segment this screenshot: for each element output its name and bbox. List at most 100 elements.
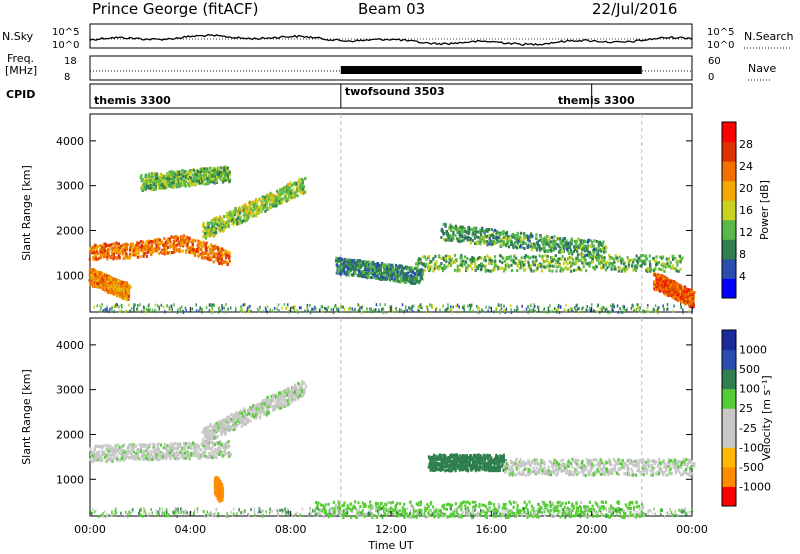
power-pixel bbox=[300, 177, 303, 181]
power-pixel bbox=[500, 243, 503, 247]
power-pixel bbox=[555, 269, 558, 273]
power-pixel bbox=[143, 247, 146, 251]
power-pixel bbox=[343, 272, 346, 276]
power-pixel bbox=[229, 306, 232, 310]
power-pixel bbox=[199, 175, 202, 178]
power-pixel bbox=[102, 278, 105, 282]
power-pixel bbox=[168, 251, 171, 255]
power-pixel bbox=[634, 269, 637, 272]
power-pixel bbox=[167, 179, 170, 183]
power-pixel bbox=[210, 256, 213, 259]
power-pixel bbox=[215, 218, 218, 222]
power-pixel bbox=[342, 267, 345, 271]
power-pixel bbox=[205, 306, 208, 310]
power-pixel bbox=[603, 256, 606, 260]
power-pixel bbox=[598, 259, 601, 263]
power-pixel bbox=[170, 181, 173, 185]
power-pixel bbox=[650, 267, 653, 271]
power-pixel bbox=[252, 207, 255, 211]
power-pixel bbox=[171, 174, 175, 178]
power-pixel bbox=[263, 199, 266, 203]
power-pixel bbox=[443, 258, 446, 262]
power-pixel bbox=[572, 245, 576, 249]
power-pixel bbox=[554, 261, 557, 265]
power-pixel bbox=[676, 263, 679, 267]
power-pixel bbox=[361, 260, 365, 264]
power-pixel bbox=[113, 245, 116, 249]
power-pixel bbox=[134, 251, 137, 255]
power-pixel bbox=[158, 307, 160, 311]
power-pixel bbox=[503, 309, 506, 313]
power-pixel bbox=[151, 172, 154, 175]
power-pixel bbox=[476, 242, 479, 246]
power-pixel bbox=[358, 261, 361, 265]
power-pixel bbox=[178, 172, 181, 176]
power-pixel bbox=[119, 292, 122, 296]
power-pixel bbox=[446, 254, 449, 258]
power-pixel bbox=[371, 268, 374, 271]
power-pixel bbox=[110, 284, 114, 288]
power-pixel bbox=[558, 311, 561, 314]
power-pixel bbox=[306, 305, 309, 309]
power-pixel bbox=[532, 263, 535, 266]
power-pixel bbox=[534, 255, 537, 259]
power-pixel bbox=[358, 269, 361, 273]
power-pixel bbox=[202, 229, 205, 233]
power-pixel bbox=[662, 304, 664, 308]
power-pixel bbox=[606, 310, 609, 314]
power-pixel bbox=[226, 169, 229, 173]
power-pixel bbox=[477, 310, 479, 314]
power-pixel bbox=[535, 268, 538, 272]
power-pixel bbox=[133, 253, 136, 257]
power-pixel bbox=[359, 270, 362, 274]
power-pixel bbox=[473, 260, 476, 264]
power-pixel bbox=[587, 239, 590, 242]
power-pixel bbox=[380, 308, 383, 312]
power-pixel bbox=[627, 259, 630, 263]
power-pixel bbox=[149, 179, 152, 183]
power-pixel bbox=[372, 275, 375, 279]
y-axis-label: Slant Range [km] bbox=[20, 165, 33, 261]
power-pixel bbox=[164, 174, 167, 178]
power-pixel bbox=[636, 260, 639, 264]
power-pixel bbox=[373, 266, 376, 270]
power-pixel bbox=[605, 263, 608, 267]
power-pixel bbox=[554, 259, 558, 263]
power-pixel bbox=[226, 260, 229, 264]
power-pixel bbox=[616, 304, 619, 308]
power-pixel bbox=[96, 245, 99, 249]
power-pixel bbox=[596, 310, 598, 314]
power-pixel bbox=[103, 242, 107, 246]
nave-tick-top: 60 bbox=[708, 56, 721, 67]
power-pixel bbox=[564, 260, 568, 264]
power-pixel bbox=[211, 166, 214, 170]
power-pixel bbox=[532, 308, 535, 312]
power-pixel bbox=[626, 256, 629, 259]
power-pixel bbox=[234, 210, 237, 213]
power-pixel bbox=[275, 189, 279, 193]
power-pixel bbox=[394, 270, 398, 274]
power-pixel bbox=[207, 231, 210, 234]
power-pixel bbox=[188, 246, 191, 250]
power-pixel bbox=[522, 263, 526, 267]
power-pixel bbox=[237, 213, 240, 217]
power-pixel bbox=[222, 215, 226, 219]
power-pixel bbox=[122, 245, 125, 249]
power-pixel bbox=[484, 255, 487, 259]
power-pixel bbox=[410, 266, 413, 270]
power-pixel bbox=[201, 167, 204, 171]
power-pixel bbox=[211, 233, 214, 237]
power-pixel bbox=[112, 252, 115, 256]
power-pixel bbox=[185, 309, 188, 313]
power-pixel bbox=[180, 182, 183, 186]
power-pixel bbox=[209, 227, 212, 231]
power-pixel bbox=[498, 259, 502, 263]
power-pixel bbox=[409, 278, 412, 282]
power-pixel bbox=[498, 304, 500, 308]
power-pixel bbox=[364, 272, 368, 275]
power-pixel bbox=[566, 262, 569, 266]
power-pixel bbox=[350, 273, 353, 277]
power-pixel bbox=[284, 195, 287, 199]
power-pixel bbox=[214, 174, 217, 178]
